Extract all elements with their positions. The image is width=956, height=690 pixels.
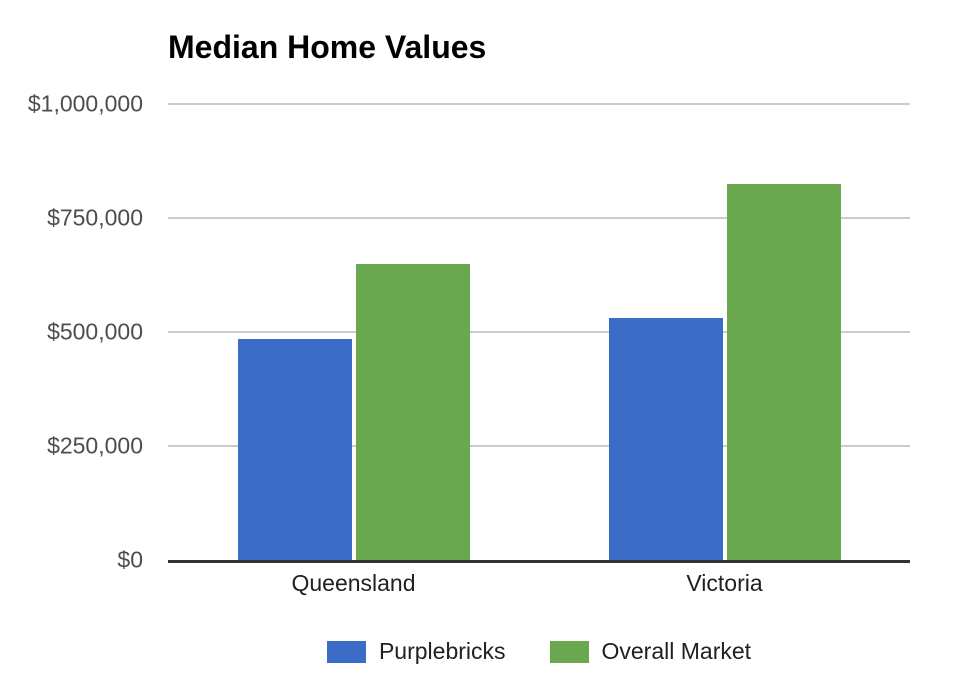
legend-label-overall-market: Overall Market xyxy=(601,638,752,664)
y-tick-label-500000: $500,000 xyxy=(47,318,143,345)
y-tick-label-0: $0 xyxy=(117,546,143,573)
x-tick-label-queensland: Queensland xyxy=(291,570,416,596)
y-tick-label-750000: $750,000 xyxy=(47,204,143,231)
gridline-1000000 xyxy=(168,103,910,105)
legend-swatch-purplebricks xyxy=(326,640,366,663)
gridline-750000 xyxy=(168,217,910,219)
x-tick-label-victoria: Victoria xyxy=(686,570,763,596)
legend-label-purplebricks: Purplebricks xyxy=(378,638,506,664)
plot-area xyxy=(168,103,910,563)
gridline-250000 xyxy=(168,445,910,447)
chart-legend: Purplebricks Overall Market xyxy=(168,638,910,665)
y-tick-label-250000: $250,000 xyxy=(47,432,143,459)
y-axis-labels: $0 $250,000 $500,000 $750,000 $1,000,000 xyxy=(0,91,143,573)
bar-victoria-purplebricks xyxy=(608,318,723,560)
x-axis-labels: Queensland Victoria xyxy=(168,570,910,600)
gridline-500000 xyxy=(168,331,910,333)
bar-victoria-overall-market xyxy=(726,183,841,560)
y-tick-label-1000000: $1,000,000 xyxy=(27,90,143,117)
bar-queensland-purplebricks xyxy=(237,338,352,560)
legend-item-overall-market: Overall Market xyxy=(549,638,752,665)
chart-title: Median Home Values xyxy=(168,29,487,65)
bar-queensland-overall-market xyxy=(355,263,470,560)
legend-item-purplebricks: Purplebricks xyxy=(326,638,506,665)
legend-swatch-overall-market xyxy=(549,640,589,663)
